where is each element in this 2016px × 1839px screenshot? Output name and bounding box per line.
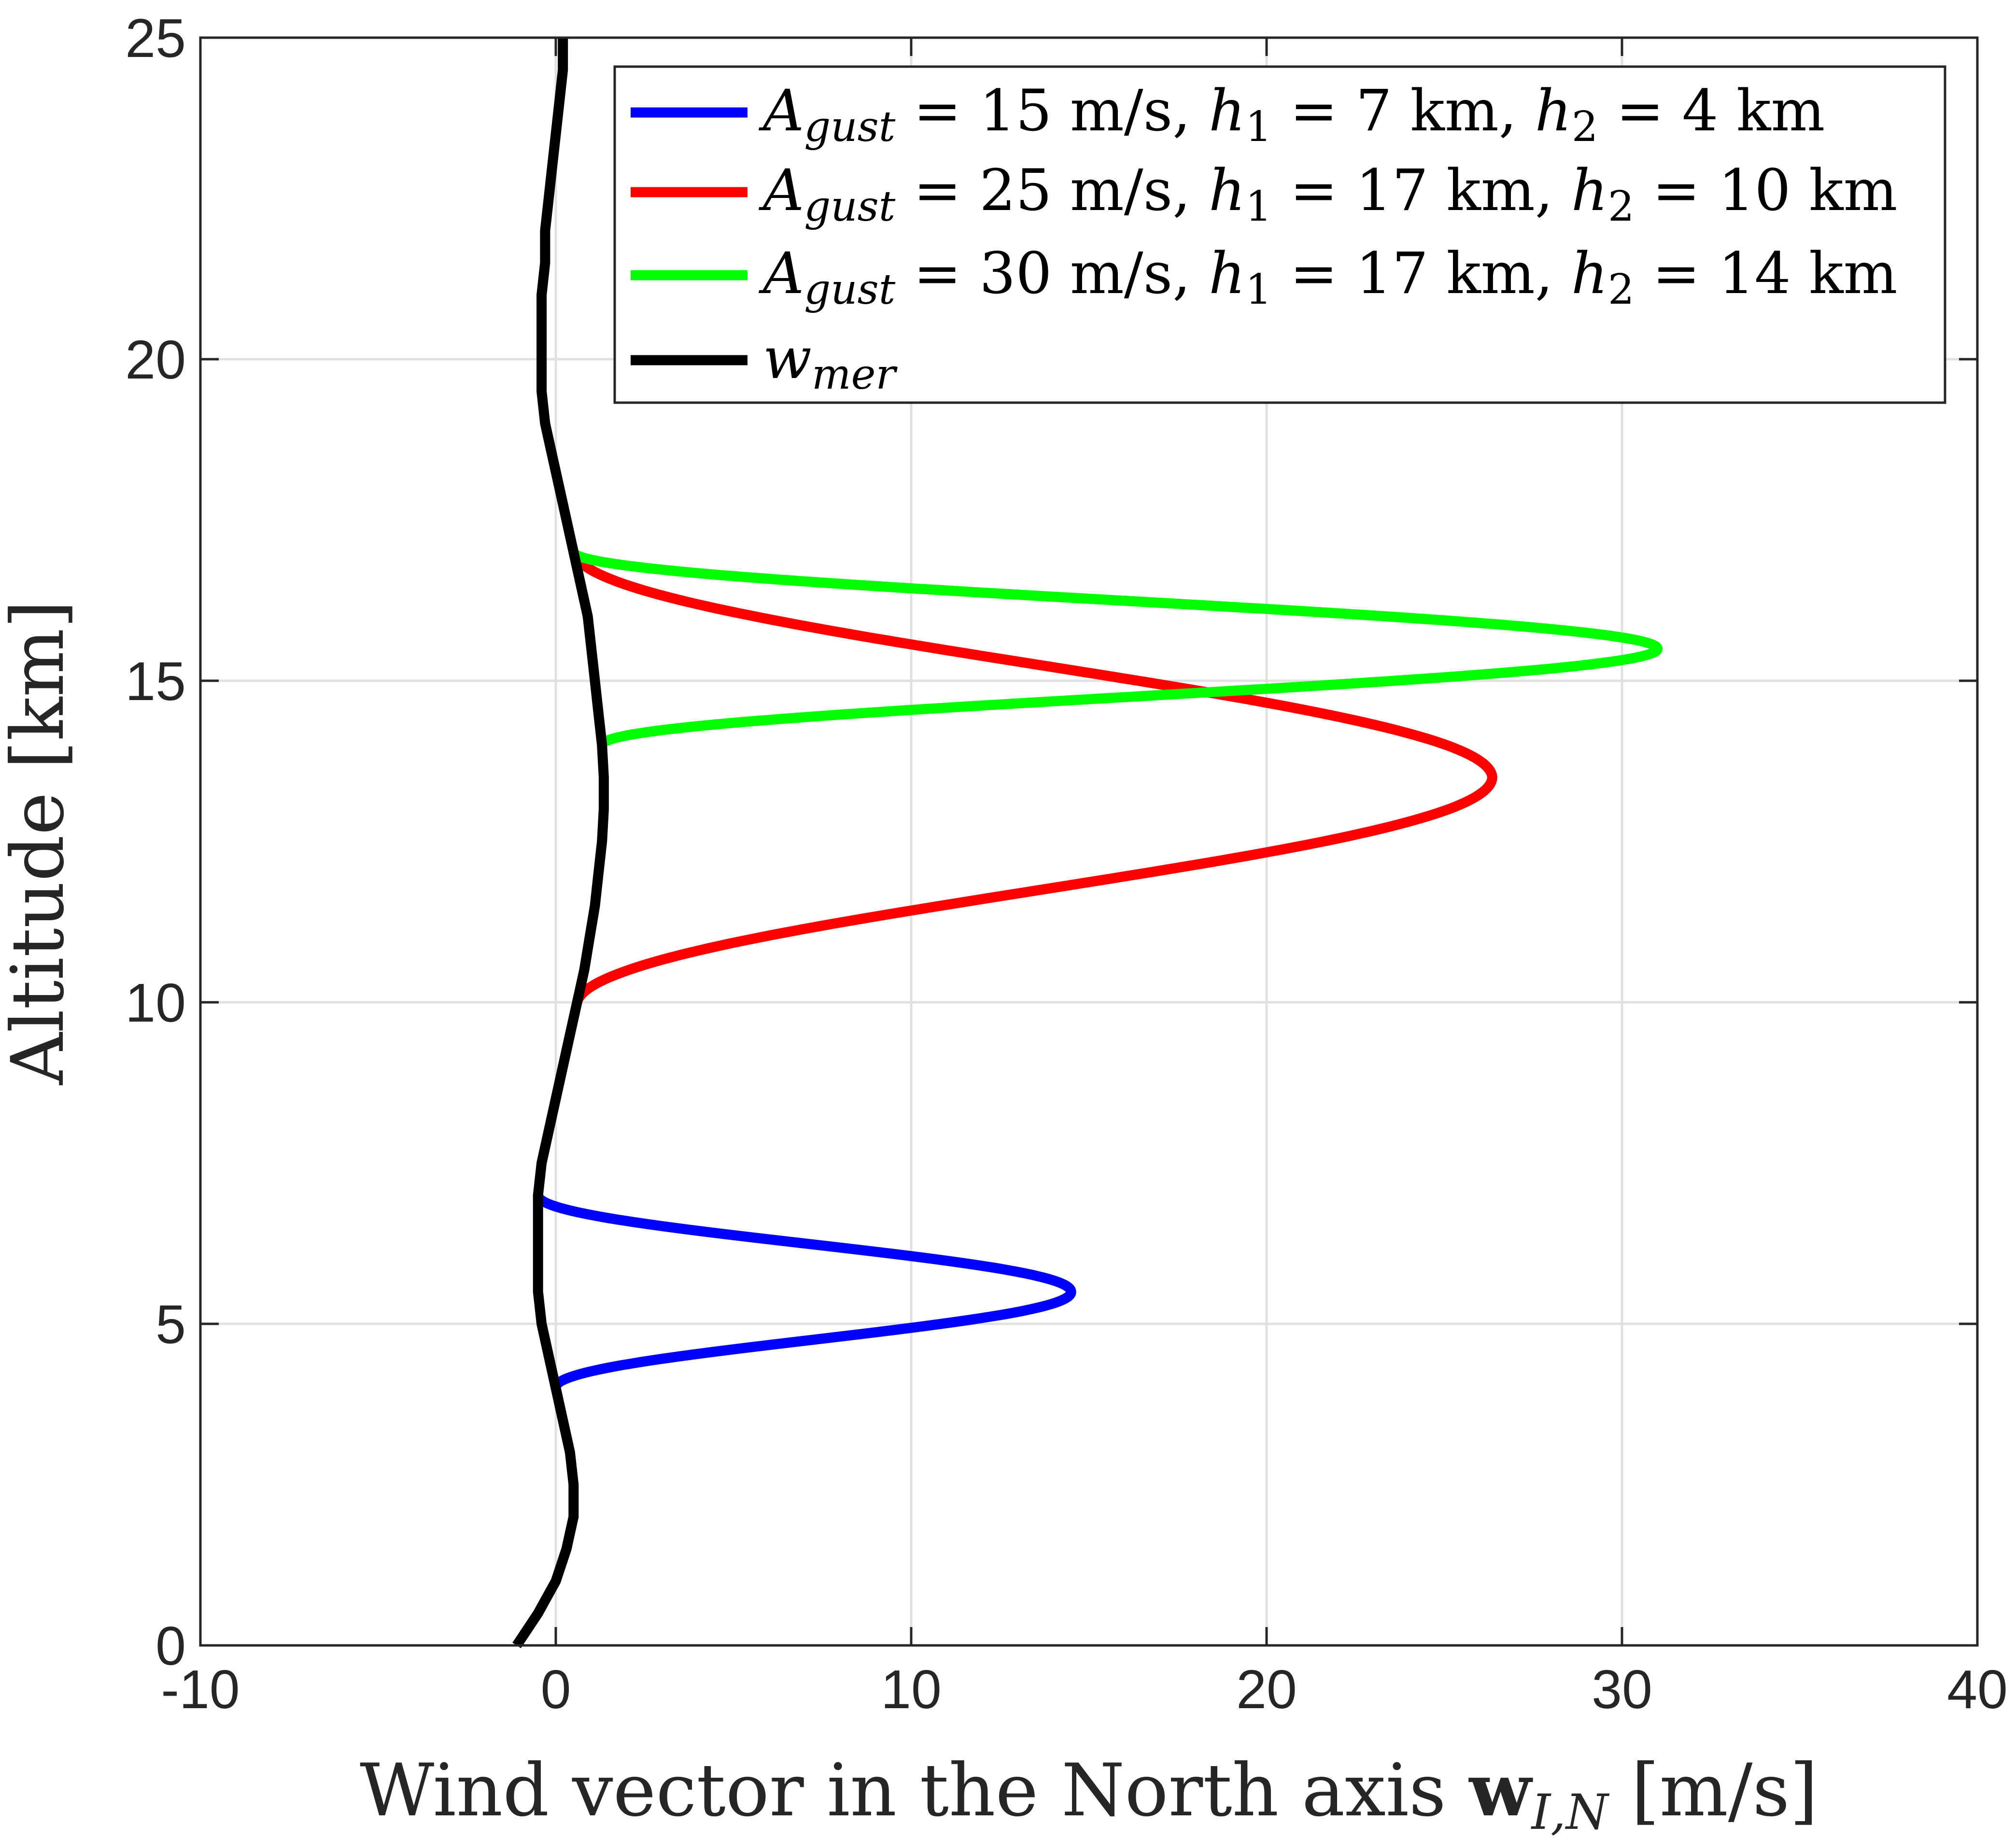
legend-entry-red: Agust = 25 m/s, h1 = 17 km, h2 = 10 km <box>759 157 1898 231</box>
y-tick-label: 25 <box>125 8 186 69</box>
x-tick-label: 30 <box>1592 1659 1652 1720</box>
series-lines <box>512 38 1663 1648</box>
axis-ticks <box>199 36 1979 1647</box>
y-tick-labels: 0 5 10 15 20 25 <box>125 8 186 1676</box>
y-tick-label: 5 <box>155 1294 186 1355</box>
x-tick-label: 10 <box>881 1659 942 1720</box>
x-axis-title: Wind vector in the North axis wI,N [m/s] <box>360 1748 1818 1839</box>
y-tick-label: 15 <box>125 651 186 712</box>
x-tick-label: 40 <box>1947 1659 2008 1720</box>
x-tick-label: -10 <box>161 1659 240 1720</box>
legend: Agust = 15 m/s, h1 = 7 km, h2 = 4 km Agu… <box>613 65 1946 404</box>
legend-box <box>613 65 1946 404</box>
x-tick-label: 20 <box>1236 1659 1297 1720</box>
plot-area-frame <box>199 36 1979 1647</box>
legend-entry-green: Agust = 30 m/s, h1 = 17 km, h2 = 14 km <box>759 240 1898 314</box>
y-tick-label: 0 <box>155 1615 186 1676</box>
legend-entry-blue: Agust = 15 m/s, h1 = 7 km, h2 = 4 km <box>759 77 1825 151</box>
y-tick-label: 20 <box>125 329 186 390</box>
x-tick-label: 0 <box>541 1659 571 1720</box>
series-line-gust <box>569 548 1663 749</box>
y-axis-title: Altitude [km] <box>0 600 80 1085</box>
series-line-gust <box>533 1191 1076 1392</box>
series-line-gust <box>568 549 1497 1005</box>
x-tick-labels: -10 0 10 20 30 40 <box>161 1659 2008 1720</box>
series-line-wmer <box>512 38 609 1648</box>
legend-entry-black: wmer <box>763 325 898 399</box>
y-tick-label: 10 <box>125 972 186 1033</box>
